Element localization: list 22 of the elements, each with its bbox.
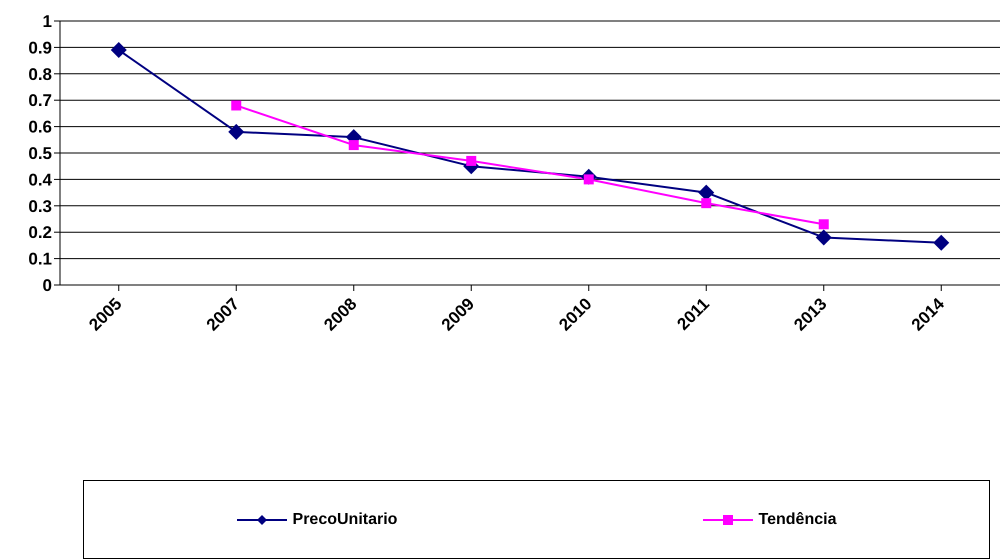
point — [231, 100, 242, 110]
point — [466, 156, 476, 166]
y-tick-label: 0 — [42, 276, 52, 296]
legend-label: Tendência — [758, 510, 836, 528]
point — [701, 198, 712, 208]
y-tick-label: 0.4 — [28, 170, 53, 190]
y-tick-label: 0.3 — [28, 196, 52, 216]
point — [228, 124, 244, 140]
point — [348, 140, 359, 150]
point — [933, 234, 950, 251]
y-tick-label: 0.8 — [28, 64, 52, 84]
point — [110, 42, 127, 58]
point — [816, 229, 832, 246]
y-tick-label: 0.5 — [28, 144, 52, 164]
y-tick-label: 0.9 — [28, 38, 52, 58]
y-tick-label: 0.1 — [28, 250, 52, 269]
legend-label: PrecoUnitario — [292, 510, 398, 528]
y-tick-label: 0.7 — [28, 91, 52, 110]
y-tick-label: 0.6 — [28, 118, 52, 137]
point — [818, 219, 829, 230]
y-tick-label: 1 — [42, 12, 52, 32]
y-tick-label: 0.2 — [28, 223, 52, 242]
